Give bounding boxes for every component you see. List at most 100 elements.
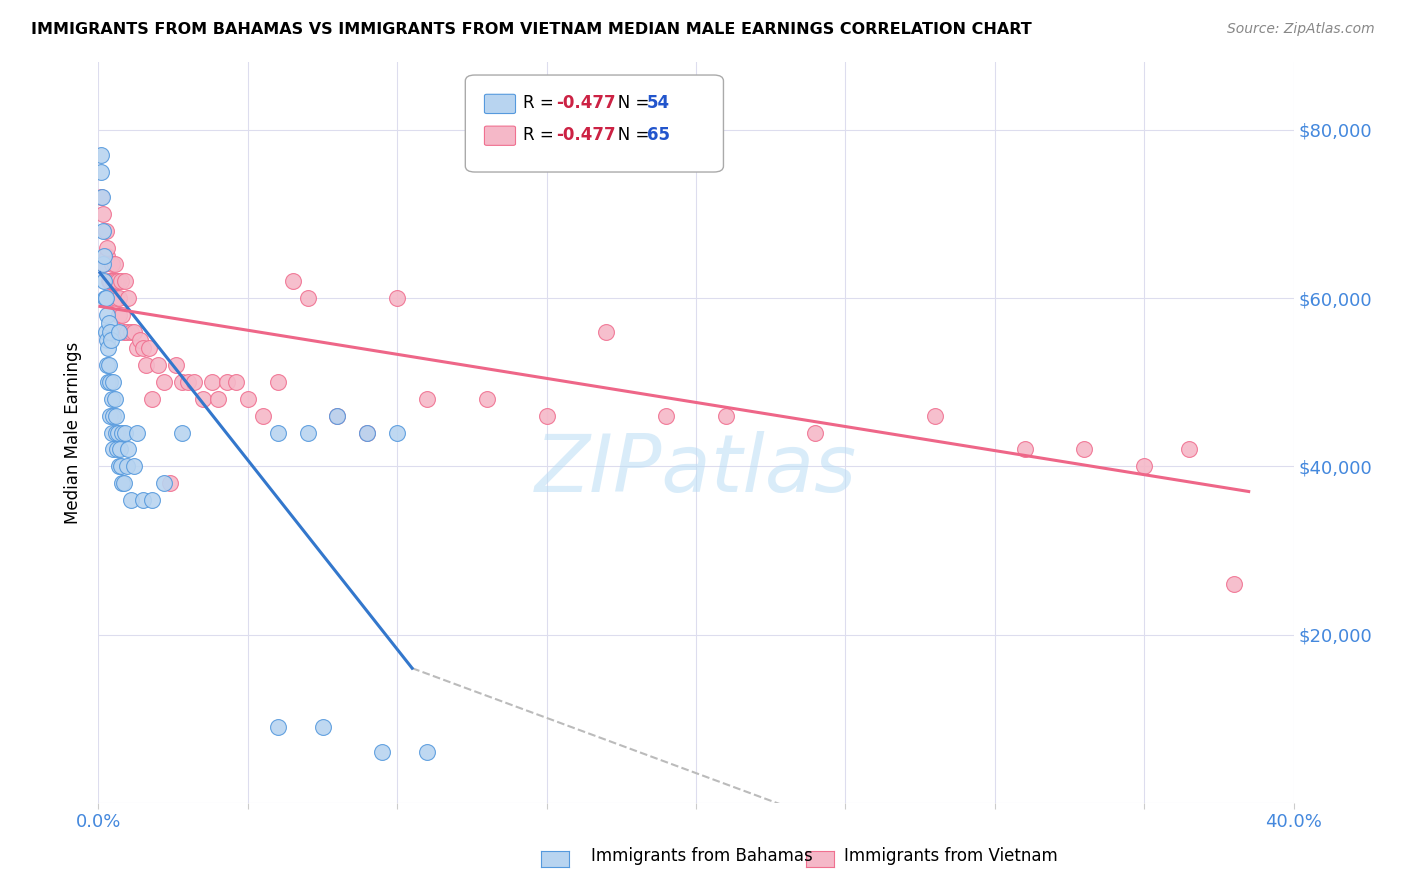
Point	[804, 425, 827, 440]
Point	[281, 274, 304, 288]
Text: IMMIGRANTS FROM BAHAMAS VS IMMIGRANTS FROM VIETNAM MEDIAN MALE EARNINGS CORRELAT: IMMIGRANTS FROM BAHAMAS VS IMMIGRANTS FR…	[31, 22, 1032, 37]
Point	[96, 240, 118, 255]
Point	[100, 291, 122, 305]
Point	[110, 274, 132, 288]
Point	[356, 425, 378, 440]
Point	[141, 392, 163, 406]
Point	[103, 442, 125, 457]
Point	[91, 224, 114, 238]
Point	[124, 325, 146, 339]
Point	[117, 291, 139, 305]
Text: Immigrants from Vietnam: Immigrants from Vietnam	[844, 847, 1057, 865]
Text: -0.477: -0.477	[557, 95, 616, 112]
Point	[371, 745, 394, 759]
Point	[98, 325, 121, 339]
Point	[267, 375, 290, 389]
Point	[252, 409, 274, 423]
Point	[115, 325, 138, 339]
Point	[90, 148, 112, 162]
Point	[1223, 577, 1246, 591]
Point	[97, 342, 120, 356]
Point	[120, 325, 142, 339]
Point	[96, 249, 118, 263]
Text: N =: N =	[602, 126, 654, 144]
Point	[108, 291, 131, 305]
Text: 65: 65	[647, 126, 671, 144]
Point	[311, 720, 333, 734]
Point	[385, 291, 409, 305]
Point	[96, 333, 118, 347]
Point	[1073, 442, 1095, 457]
Point	[172, 375, 194, 389]
Text: Source: ZipAtlas.com: Source: ZipAtlas.com	[1227, 22, 1375, 37]
Point	[101, 375, 124, 389]
Text: Immigrants from Bahamas: Immigrants from Bahamas	[591, 847, 813, 865]
Text: N =: N =	[602, 95, 654, 112]
Point	[141, 492, 163, 507]
Point	[94, 291, 117, 305]
Point	[153, 476, 176, 491]
Point	[104, 392, 127, 406]
Point	[114, 425, 136, 440]
Point	[112, 325, 135, 339]
Point	[215, 375, 238, 389]
Point	[97, 375, 120, 389]
Point	[326, 409, 349, 423]
Point	[105, 274, 128, 288]
Point	[138, 342, 160, 356]
Point	[91, 257, 114, 271]
Text: R =: R =	[523, 126, 558, 144]
Point	[98, 375, 122, 389]
Point	[107, 274, 129, 288]
Point	[225, 375, 247, 389]
Point	[90, 165, 112, 179]
Point	[297, 291, 319, 305]
Point	[356, 425, 378, 440]
Point	[100, 333, 122, 347]
Y-axis label: Median Male Earnings: Median Male Earnings	[65, 342, 83, 524]
Point	[94, 224, 117, 238]
FancyBboxPatch shape	[465, 75, 724, 172]
Point	[91, 207, 114, 221]
Point	[385, 425, 409, 440]
Point	[114, 274, 136, 288]
Point	[111, 308, 134, 322]
Point	[129, 333, 152, 347]
Point	[117, 442, 139, 457]
Point	[108, 325, 131, 339]
Point	[115, 459, 138, 474]
Point	[236, 392, 259, 406]
Point	[107, 425, 129, 440]
Point	[416, 392, 439, 406]
Text: ZIPatlas: ZIPatlas	[534, 431, 858, 508]
FancyBboxPatch shape	[485, 95, 516, 113]
Point	[183, 375, 205, 389]
Point	[93, 274, 115, 288]
Point	[97, 359, 120, 373]
Point	[201, 375, 224, 389]
Point	[595, 325, 617, 339]
Point	[153, 375, 176, 389]
Point	[98, 409, 122, 423]
Point	[98, 274, 122, 288]
Point	[1133, 459, 1156, 474]
Point	[924, 409, 946, 423]
Point	[103, 274, 125, 288]
Point	[475, 392, 498, 406]
Point	[93, 249, 115, 263]
Point	[104, 291, 127, 305]
Point	[96, 308, 118, 322]
Point	[714, 409, 737, 423]
Point	[97, 316, 120, 330]
Point	[326, 409, 349, 423]
Point	[105, 442, 128, 457]
Point	[110, 459, 132, 474]
Point	[267, 720, 290, 734]
Point	[120, 492, 142, 507]
Text: -0.477: -0.477	[557, 126, 616, 144]
Point	[124, 459, 146, 474]
Point	[97, 274, 120, 288]
Point	[655, 409, 678, 423]
Point	[101, 392, 124, 406]
Point	[101, 257, 124, 271]
